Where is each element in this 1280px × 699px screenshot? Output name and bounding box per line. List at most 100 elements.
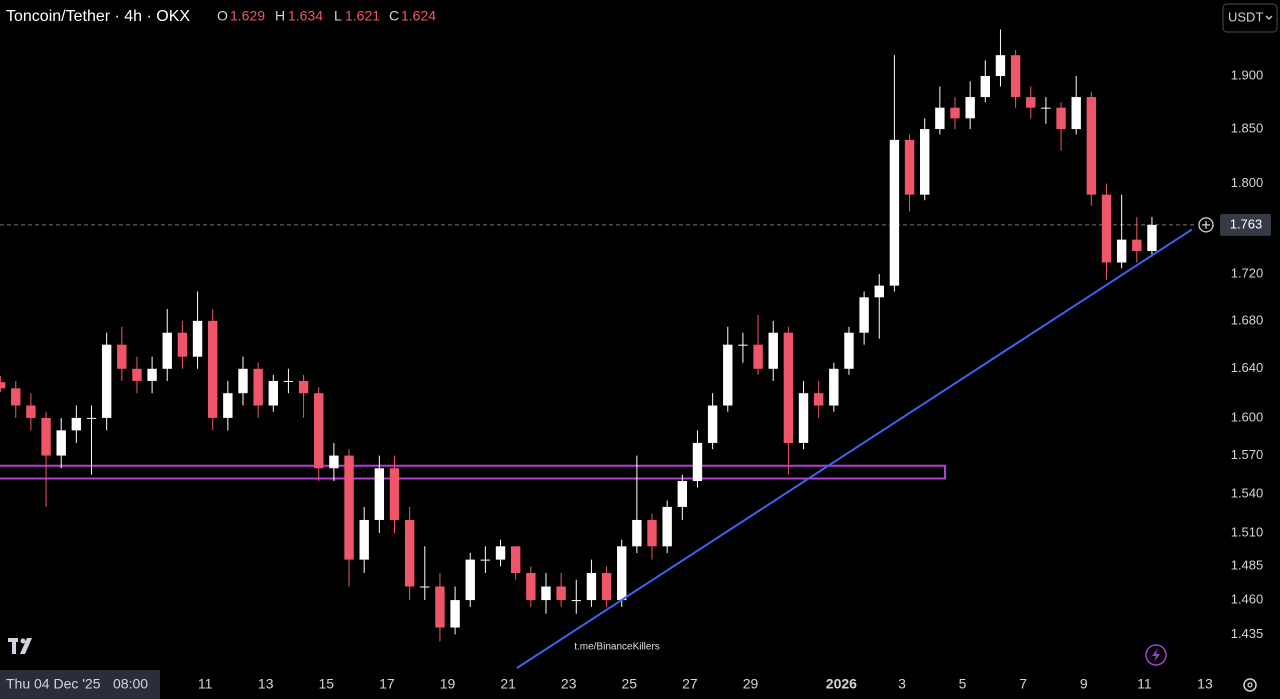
candle-body bbox=[450, 600, 460, 628]
settings-button[interactable] bbox=[1243, 678, 1257, 692]
candle-body bbox=[268, 380, 278, 406]
candle-body bbox=[783, 332, 794, 443]
y-tick-label: 1.600 bbox=[1231, 409, 1264, 424]
currency-label: USDT bbox=[1228, 9, 1263, 24]
x-tick-label: 11 bbox=[198, 676, 213, 692]
x-tick-label: 13 bbox=[258, 676, 274, 692]
candle-body bbox=[935, 107, 945, 130]
y-tick-label: 1.900 bbox=[1231, 67, 1264, 82]
candle-body bbox=[41, 417, 51, 456]
button-frame bbox=[1222, 3, 1278, 33]
zone bbox=[0, 464, 946, 480]
candle-body bbox=[1056, 107, 1066, 130]
candle-body bbox=[1041, 107, 1051, 109]
y-tick-label: 1.540 bbox=[1231, 485, 1264, 500]
candle-body bbox=[298, 380, 309, 394]
candle-body bbox=[510, 546, 521, 574]
candle-body bbox=[556, 586, 566, 601]
candle-body bbox=[404, 519, 415, 587]
candle-body bbox=[238, 368, 248, 394]
candle-body bbox=[26, 405, 36, 418]
candle-body bbox=[1071, 97, 1081, 130]
candle-body bbox=[798, 393, 809, 443]
logo-part bbox=[20, 638, 26, 644]
candle-body bbox=[662, 506, 672, 547]
candle-body bbox=[692, 442, 703, 482]
x-tick-label: 21 bbox=[500, 676, 516, 692]
x-tick-label: 11 bbox=[1137, 676, 1152, 692]
ohlc-label: L bbox=[334, 8, 342, 24]
ohlc-value: 1.629 bbox=[230, 8, 265, 24]
y-tick-label: 1.460 bbox=[1231, 592, 1264, 607]
logo-part bbox=[20, 638, 32, 654]
candle-body bbox=[56, 430, 66, 456]
candle-body bbox=[995, 55, 1006, 77]
candle-body bbox=[768, 332, 778, 369]
ohlc-value: 1.621 bbox=[345, 8, 380, 24]
x-tick-label: 2026 bbox=[826, 676, 857, 692]
x-tick-label: 3 bbox=[898, 676, 906, 692]
candle-body bbox=[920, 129, 930, 195]
chevron bbox=[1265, 15, 1273, 20]
y-tick-label: 1.850 bbox=[1231, 121, 1264, 136]
candle-body bbox=[1116, 239, 1127, 263]
x-tick-label: 19 bbox=[440, 676, 456, 692]
candle-body bbox=[11, 388, 21, 406]
x-tick-label: 15 bbox=[319, 676, 335, 692]
candle-body bbox=[601, 573, 612, 601]
logo-part bbox=[12, 638, 16, 654]
lightning-button[interactable] bbox=[1145, 644, 1167, 666]
candle-body bbox=[314, 393, 324, 469]
candle-body bbox=[647, 519, 657, 547]
candle-body bbox=[586, 573, 597, 601]
y-tick-label: 1.640 bbox=[1231, 360, 1264, 375]
candle-body bbox=[132, 368, 142, 381]
plot-area: 1.900 1.850 1.800 1.720 1.680 1.640 1.600 1.570… bbox=[0, 29, 1271, 692]
candle-body bbox=[1147, 224, 1157, 252]
x-tick-label: 27 bbox=[682, 676, 698, 692]
candle-body bbox=[541, 586, 551, 601]
candle-body bbox=[359, 519, 369, 560]
x-tick-label: 5 bbox=[959, 676, 967, 692]
candle-body bbox=[283, 380, 294, 382]
candle-body bbox=[632, 519, 642, 547]
candle-body bbox=[950, 107, 960, 119]
ohlc-value: 1.634 bbox=[288, 8, 323, 24]
candle-body bbox=[753, 344, 763, 369]
trendline bbox=[516, 228, 1193, 669]
candle-body bbox=[71, 417, 82, 431]
candle-body bbox=[571, 600, 581, 602]
candle-body bbox=[1010, 55, 1021, 98]
candle-body bbox=[177, 332, 188, 357]
candle-body bbox=[147, 368, 157, 381]
candle-body bbox=[1132, 239, 1142, 252]
candle-body bbox=[965, 97, 975, 119]
x-tick-label: 29 bbox=[743, 676, 759, 692]
y-tick-label: 1.720 bbox=[1231, 265, 1264, 280]
candle-body bbox=[889, 139, 900, 286]
candle-body bbox=[253, 368, 263, 406]
add-icon bbox=[1202, 220, 1210, 229]
candle-body bbox=[526, 573, 536, 601]
x-tick-label: 17 bbox=[379, 676, 395, 692]
chart-title: Toncoin/Tether · 4h · OKX bbox=[6, 8, 190, 25]
currency-button[interactable]: USDT bbox=[1222, 3, 1278, 33]
add-button[interactable] bbox=[1198, 217, 1214, 233]
candle-body bbox=[707, 405, 718, 443]
candle-body bbox=[465, 559, 475, 601]
candle-body bbox=[192, 320, 203, 357]
gear bbox=[1243, 678, 1257, 692]
y-tick-label: 1.680 bbox=[1231, 312, 1264, 327]
watermark: t.me/BinanceKillers bbox=[574, 642, 660, 653]
x-tick-label: 9 bbox=[1080, 676, 1088, 692]
candle-body bbox=[420, 586, 430, 588]
candle-body bbox=[480, 559, 491, 561]
candle-body bbox=[0, 382, 6, 389]
icon-bolt bbox=[1152, 648, 1160, 662]
ohlc-label: C bbox=[389, 8, 399, 24]
crosshair-date: Thu 04 Dec '25 bbox=[6, 676, 101, 692]
candle-body bbox=[374, 468, 385, 520]
candle-body bbox=[1026, 97, 1036, 108]
candle-body bbox=[117, 344, 127, 369]
